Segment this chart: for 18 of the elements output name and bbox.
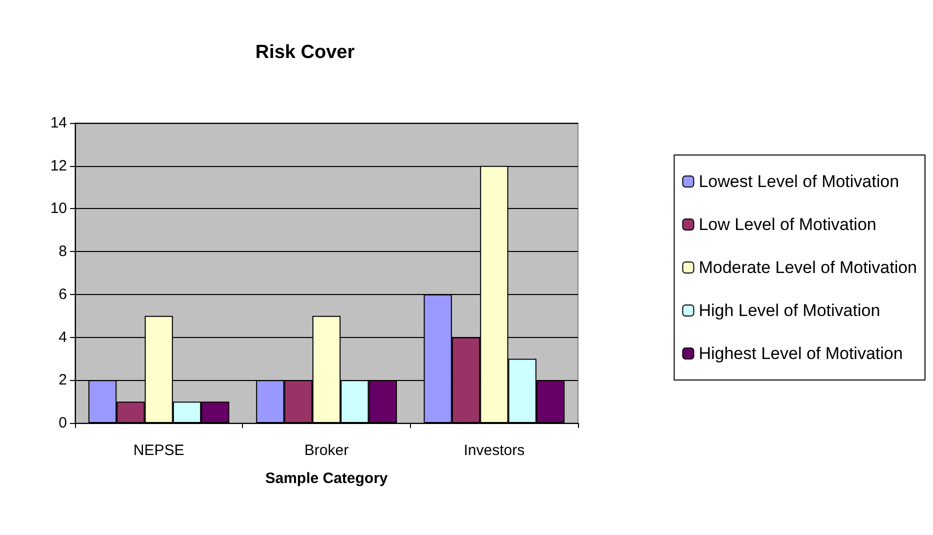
legend-label: Lowest Level of Motivation (698, 172, 900, 191)
legend-label: Moderate Level of Motivation (698, 258, 918, 277)
y-tick-label: 10 (50, 200, 67, 218)
y-tick-label: 0 (58, 414, 67, 432)
y-tick-label: 12 (50, 157, 67, 174)
legend-label: Low Level of Motivation (698, 215, 876, 234)
y-tick-label: 6 (58, 286, 67, 303)
y-tick-label: 4 (58, 328, 67, 346)
chart-title: Risk Cover (255, 42, 356, 63)
y-tick-label: 2 (58, 372, 67, 389)
legend-label: Highest Level of Motivation (698, 344, 903, 363)
legend-label: High Level of Motivation (698, 301, 880, 320)
y-tick-label: 14 (50, 114, 67, 132)
x-axis-title: Sample Category (265, 470, 388, 487)
x-tick-label: Investors (464, 442, 525, 459)
x-tick-label: Broker (304, 442, 349, 459)
x-tick-label: NEPSE (133, 442, 184, 459)
y-tick-label: 8 (58, 243, 67, 260)
